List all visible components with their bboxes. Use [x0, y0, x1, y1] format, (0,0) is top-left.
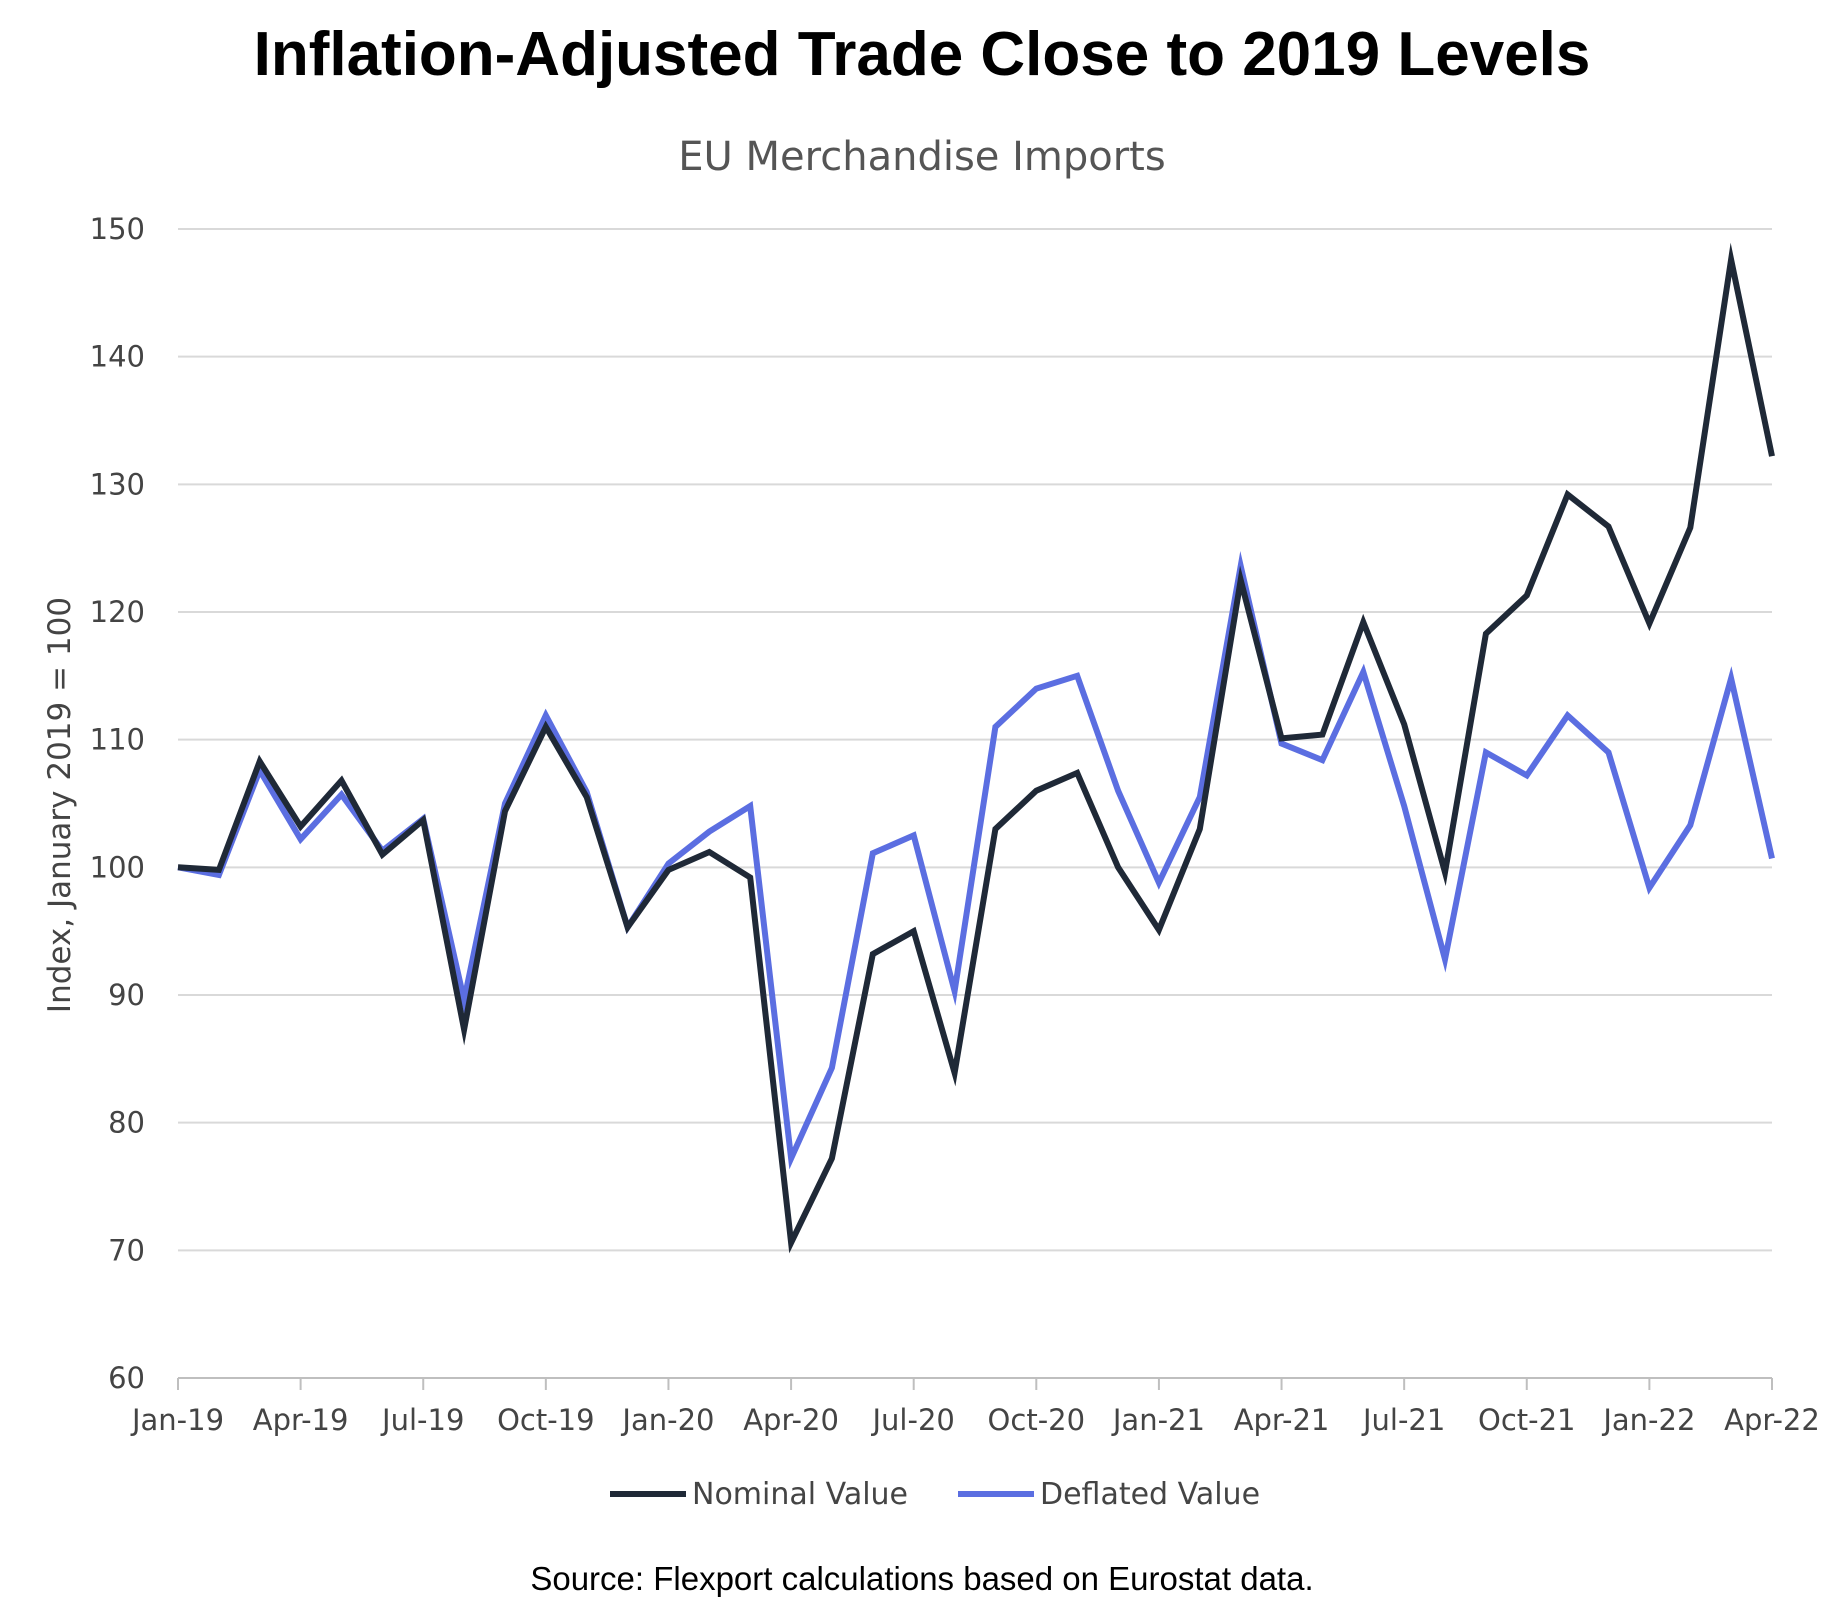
series-line-nominal-value [177, 242, 1775, 1254]
y-tick-label: 130 [90, 467, 145, 501]
y-tick-label: 70 [108, 1233, 145, 1267]
y-tick-label: 110 [90, 723, 145, 757]
series-line-deflated-value [177, 550, 1775, 1170]
legend: Nominal Value Deflated Value [610, 1477, 1260, 1512]
y-tick-label: 90 [108, 978, 145, 1012]
source-note: Source: Flexport calculations based on E… [530, 1560, 1313, 1597]
x-tick-label: Apr-20 [743, 1403, 839, 1437]
x-tick-label: Oct-20 [988, 1403, 1086, 1437]
chart-subtitle: EU Merchandise Imports [678, 134, 1165, 180]
x-tick-label: Apr-22 [1724, 1403, 1820, 1437]
legend-label: Deflated Value [1040, 1477, 1260, 1512]
x-tick-label: Jan-21 [1111, 1403, 1205, 1437]
gridlines [178, 228, 1772, 1252]
y-tick-label: 60 [108, 1361, 145, 1395]
x-tick-label: Apr-19 [253, 1403, 349, 1437]
x-tick-label: Jul-20 [871, 1403, 955, 1437]
x-tick-label: Jan-19 [130, 1403, 224, 1437]
x-tick-label: Oct-19 [497, 1403, 595, 1437]
y-tick-label: 80 [108, 1106, 145, 1140]
y-axis-ticks: 60 70 80 90 100 110 120 130 140 150 [90, 212, 145, 1395]
x-tick-label: Apr-21 [1234, 1403, 1330, 1437]
chart-title: Inflation-Adjusted Trade Close to 2019 L… [254, 20, 1591, 89]
series-lines [177, 242, 1775, 1254]
y-axis-label: Index, January 2019 = 100 [42, 597, 78, 1013]
x-tick-label: Jul-21 [1361, 1403, 1445, 1437]
y-tick-label: 140 [90, 340, 145, 374]
x-tick-label: Jan-22 [1601, 1403, 1695, 1437]
y-tick-label: 100 [90, 850, 145, 884]
x-tick-label: Oct-21 [1478, 1403, 1576, 1437]
y-tick-label: 150 [90, 212, 145, 246]
x-tick-label: Jul-19 [380, 1403, 464, 1437]
x-axis: Jan-19 Apr-19 Jul-19 Oct-19 Jan-20 Apr-20 Jul-… [130, 1377, 1820, 1437]
x-tick-label: Jan-20 [620, 1403, 714, 1437]
legend-label: Nominal Value [692, 1477, 908, 1512]
y-tick-label: 120 [90, 595, 145, 629]
